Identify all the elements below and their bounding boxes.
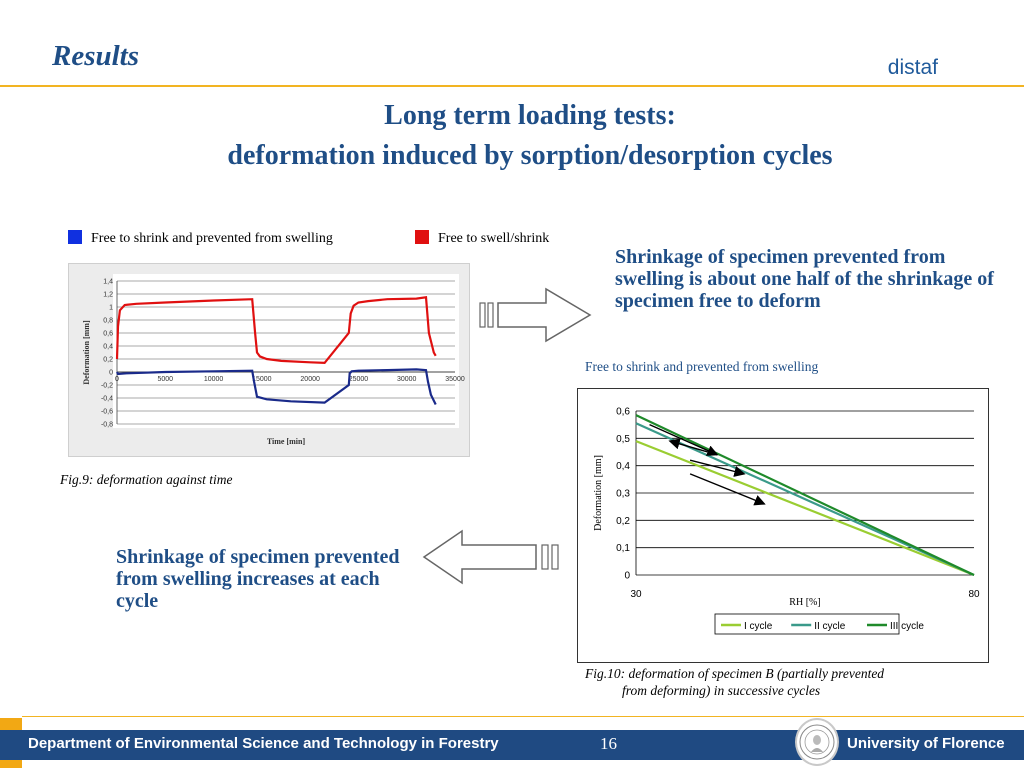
legend-entry: III cycle	[890, 621, 924, 632]
plot-area	[113, 274, 459, 428]
y-tick-label: 1,2	[103, 292, 113, 299]
legend-swatch-red	[415, 230, 429, 244]
y-tick-label: -0,2	[101, 383, 113, 390]
fig10-deformation-rh-chart: 0 0,1 0,2 0,3 0,4 0,5 0,6 30 80 RH [%] Deformation…	[593, 407, 980, 635]
series-line-prevented	[116, 368, 437, 405]
y-tick-label: -0,4	[101, 396, 113, 403]
x-axis-label: RH [%]	[789, 597, 820, 608]
legend-swatch-blue	[68, 230, 82, 244]
legend-entry: II cycle	[814, 621, 846, 632]
y-tick-label: -0,8	[101, 422, 113, 429]
right-arrow-icon	[479, 287, 592, 343]
x-tick-label: 25000	[349, 376, 369, 383]
footer-bar	[0, 730, 1024, 760]
slide-title-line1: Long term loading tests:	[384, 100, 676, 131]
section-title: Results	[52, 40, 140, 72]
fig10-chart-frame: 0 0,1 0,2 0,3 0,4 0,5 0,6 30 80 RH [%] Deformation…	[577, 388, 989, 663]
annotation-arrow	[649, 424, 719, 456]
brand-logo-text: distaf	[887, 56, 938, 79]
y-tick-label: 0,2	[103, 357, 113, 364]
x-tick-label: 30000	[397, 376, 417, 383]
legend-label: Free to shrink and prevented from swelli…	[91, 231, 333, 246]
y-tick-label: 0,6	[103, 331, 113, 338]
header-divider	[0, 85, 1024, 87]
fig10-chart-label: Free to shrink and prevented from swelli…	[585, 359, 819, 374]
y-tick-label: 0,6	[616, 407, 630, 418]
series-line-free	[115, 296, 437, 365]
page-number: 16	[600, 734, 617, 753]
y-axis-label: Deformation [mm]	[82, 320, 91, 385]
x-tick-label: 10000	[204, 376, 224, 383]
series-line-cycle-3	[635, 414, 975, 576]
y-tick-label: 0	[109, 370, 113, 377]
y-tick-label: 1,4	[103, 279, 113, 286]
y-tick-label: 0	[624, 571, 630, 582]
y-tick-label: 0,3	[616, 489, 630, 500]
slide-title-line2: deformation induced by sorption/desorpti…	[227, 140, 833, 171]
y-tick-label: 0,8	[103, 318, 113, 325]
fig9-caption: Fig.9: deformation against time	[60, 472, 233, 487]
y-tick-label: 1	[109, 305, 113, 312]
series-line-cycle-1	[635, 440, 975, 577]
fig9-chart-frame: 1,4 1,2 1 0,8 0,6 0,4 0,2 0 -0,2 -0,4 -0,6 -0,8 0 500…	[68, 263, 470, 457]
left-arrow-icon	[422, 529, 559, 585]
x-tick-label: 20000	[300, 376, 320, 383]
footer-department: Department of Environmental Science and …	[28, 735, 499, 752]
fig10-caption-line2: from deforming) in successive cycles	[622, 683, 821, 698]
x-tick-label: 30	[630, 589, 642, 600]
y-tick-label: 0,5	[616, 434, 630, 445]
annotation-arrow	[668, 438, 718, 456]
x-axis-label: Time [min]	[267, 437, 306, 446]
x-tick-label: 35000	[445, 376, 465, 383]
y-tick-label: 0,2	[616, 516, 630, 527]
chart-legend: I cycle II cycle III cycle	[714, 613, 924, 635]
fig9-deformation-time-chart: 1,41,210,80,60,40,20-0,2-0,4-0,6-0,80 500…	[82, 274, 465, 446]
x-tick-label: 15000	[252, 376, 272, 383]
x-tick-label: 5000	[157, 376, 173, 383]
y-tick-label: 0,4	[103, 344, 113, 351]
x-tick-label: 80	[968, 589, 980, 600]
annotation-arrow	[689, 459, 746, 477]
y-tick-label: 0,1	[616, 543, 630, 554]
legend-item-prevented: Free to shrink and prevented from swelli…	[68, 230, 333, 247]
series-line-cycle-2	[635, 422, 975, 577]
y-tick-label: 0,4	[616, 461, 630, 472]
legend-entry: I cycle	[744, 621, 773, 632]
footer-divider	[22, 716, 1024, 717]
y-axis-label: Deformation [mm]	[593, 455, 604, 531]
fig10-caption-line1: Fig.10: deformation of specimen B (parti…	[585, 666, 885, 681]
university-seal-icon	[795, 718, 839, 766]
callout-top-right: Shrinkage of specimen prevented from swe…	[615, 246, 994, 312]
callout-bottom-left: Shrinkage of specimen prevented from swe…	[116, 546, 400, 612]
x-tick-label: 0	[115, 376, 119, 383]
legend-item-free: Free to swell/shrink	[415, 230, 549, 247]
legend-label: Free to swell/shrink	[438, 231, 550, 246]
footer-university: University of Florence	[847, 735, 1005, 752]
annotation-arrow	[689, 473, 766, 506]
y-tick-label: -0,6	[101, 409, 113, 416]
